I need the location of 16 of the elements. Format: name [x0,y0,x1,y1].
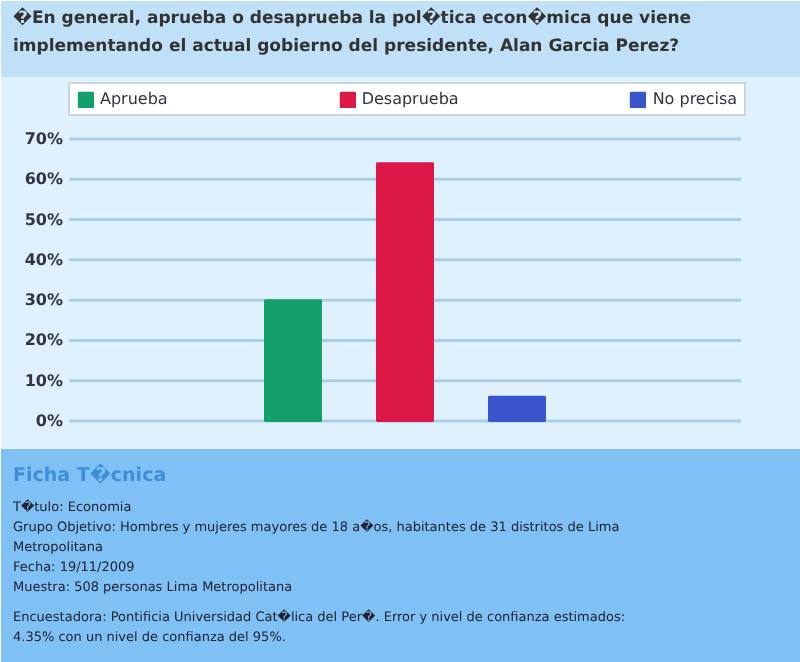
legend-label: No precisa [652,90,738,108]
legend-label: Desaprueba [361,90,459,108]
y-tick-label: 60% [24,170,64,189]
bar [264,299,322,422]
y-tick-label: 20% [24,331,64,350]
y-tick-label: 40% [24,250,64,269]
bar [376,162,434,422]
bar [488,395,546,422]
legend-label: Aprueba [100,90,168,108]
y-tick-label: 0% [35,412,64,430]
y-tick-label: 50% [24,210,64,229]
y-tick-label: 70% [24,130,64,148]
y-tick-label: 30% [24,291,64,310]
text: Ficha T�cnica [13,463,167,487]
y-tick-label: 10% [24,371,64,390]
chart-title: �En general, aprueba o desaprueba la pol�tica econ�mica que viene implementando el actual gobierno del presidente, Alan Garcia Perez? [13,7,692,57]
